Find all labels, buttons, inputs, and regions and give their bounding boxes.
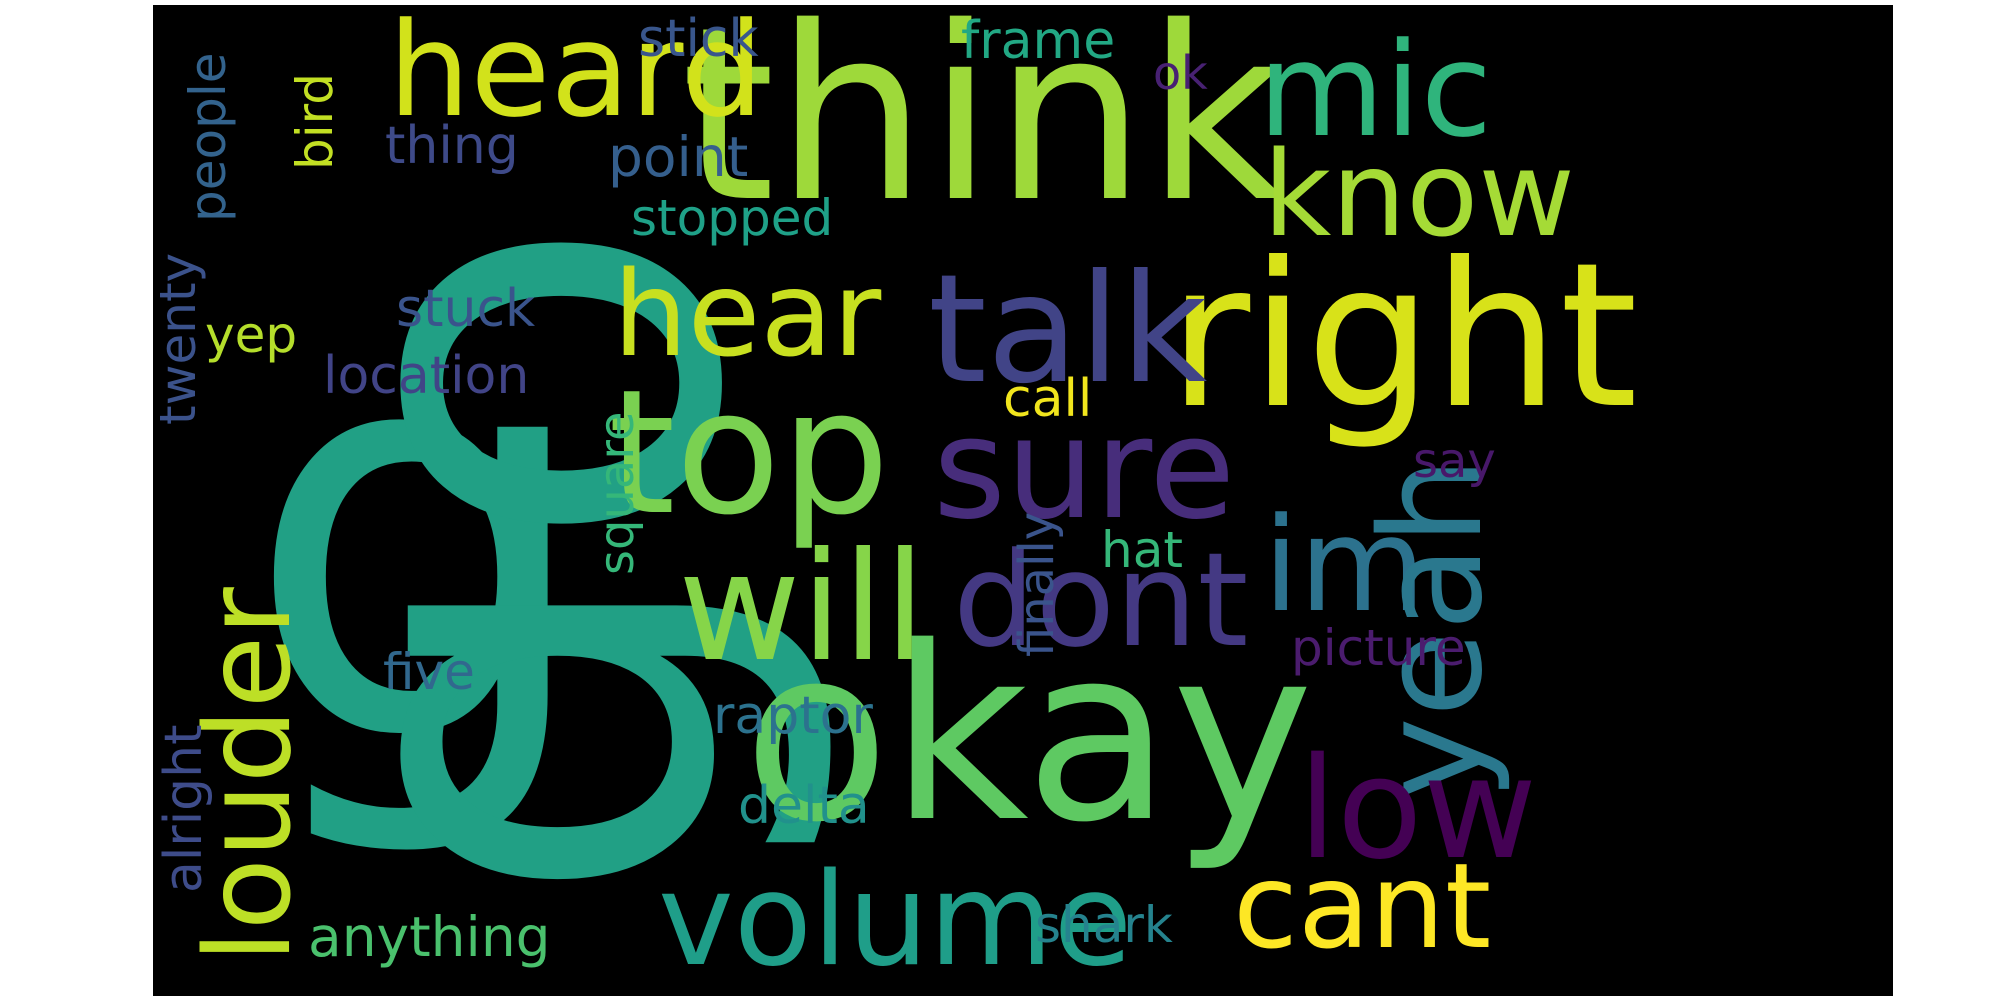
- word-right: right: [1168, 220, 1638, 453]
- word-delta: delta: [738, 776, 870, 836]
- word-go-g: g: [243, 214, 599, 866]
- word-stuck: stuck: [396, 279, 536, 339]
- word-say: say: [1413, 433, 1496, 489]
- word-mic: mic: [1258, 14, 1493, 166]
- word-square: square: [589, 411, 645, 575]
- word-know: know: [1263, 125, 1575, 263]
- word-picture: picture: [1291, 619, 1466, 677]
- word-ok: ok: [1153, 46, 1208, 100]
- word-will: will: [678, 521, 926, 695]
- word-frame: frame: [961, 11, 1116, 71]
- word-call: call: [1003, 369, 1093, 429]
- word-people: people: [179, 52, 237, 222]
- word-thing: thing: [385, 116, 519, 176]
- word-five: five: [383, 643, 475, 701]
- word-okay: okay: [743, 595, 1314, 875]
- word-hat: hat: [1101, 521, 1183, 579]
- word-think: think: [681, 5, 1285, 255]
- word-finally: finally: [1009, 511, 1065, 657]
- word-bird: bird: [286, 72, 344, 170]
- word-talk: talk: [928, 243, 1208, 417]
- word-yep: yep: [205, 306, 298, 364]
- word-top: top: [608, 352, 890, 553]
- word-anything: anything: [308, 905, 551, 969]
- word-volume: volume: [658, 846, 1133, 995]
- word-low: low: [1298, 728, 1538, 891]
- word-alright: alright: [154, 724, 214, 894]
- word-shark: shark: [1035, 896, 1173, 954]
- word-heard: heard: [388, 5, 764, 146]
- word-stick: stick: [638, 9, 759, 69]
- word-cant: cant: [1233, 837, 1492, 975]
- word-stopped: stopped: [631, 189, 834, 247]
- word-hear: hear: [613, 245, 882, 383]
- word-raptor: raptor: [713, 686, 873, 746]
- word-sure: sure: [933, 388, 1236, 551]
- word-twenty: twenty: [153, 252, 207, 425]
- word-location: location: [323, 346, 530, 406]
- word-cloud: g go think okay right top will hear talk…: [153, 5, 1893, 996]
- word-point: point: [608, 125, 749, 189]
- word-dont: dont: [953, 524, 1249, 676]
- word-im: im: [1263, 489, 1426, 641]
